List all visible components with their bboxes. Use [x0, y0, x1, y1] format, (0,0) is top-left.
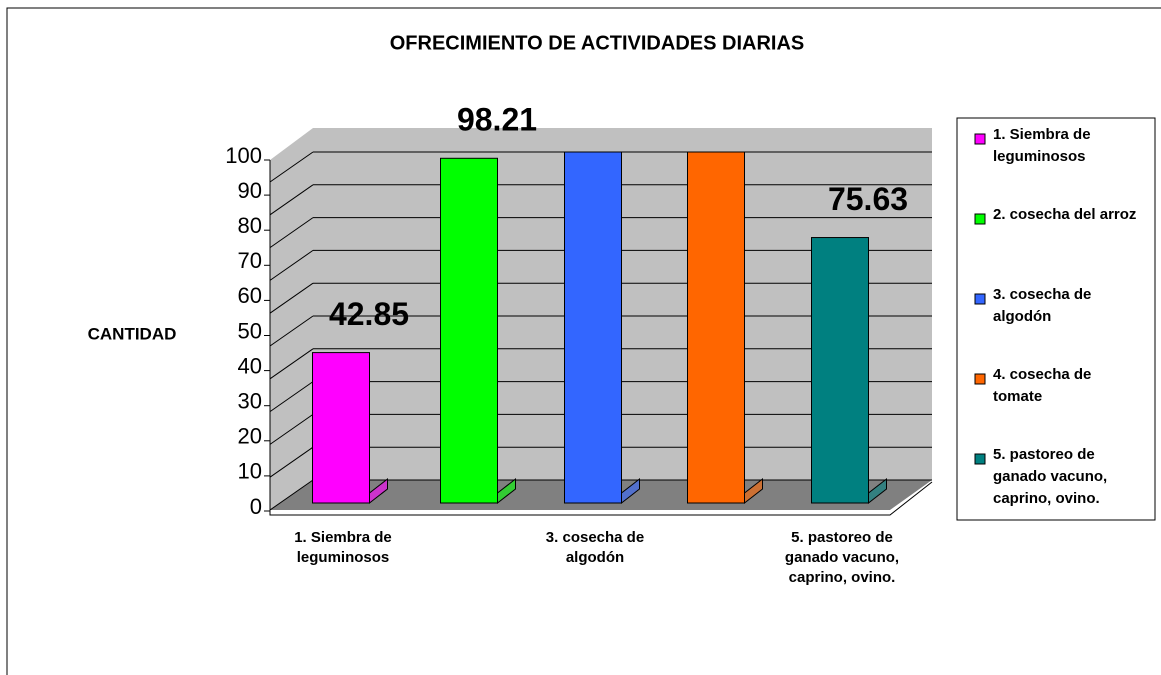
bar — [687, 151, 745, 504]
grid-line — [269, 282, 314, 314]
grid-line — [269, 315, 314, 347]
y-tick-label: 20 — [238, 424, 262, 449]
grid-line — [269, 217, 314, 249]
legend-swatch — [974, 133, 986, 145]
grid-line — [269, 151, 314, 183]
x-tick-label: 3. cosecha de algodón — [545, 529, 645, 566]
legend-swatch — [974, 373, 986, 385]
y-tick-label: 40 — [238, 353, 262, 378]
legend-swatch — [974, 453, 986, 465]
y-tick-label: 30 — [238, 389, 262, 414]
chart-title: OFRECIMIENTO DE ACTIVIDADES DIARIAS — [390, 32, 804, 54]
axes — [269, 160, 933, 516]
y-tick-label: 70 — [238, 248, 262, 273]
y-axis-label: CANTIDAD — [88, 324, 177, 343]
bar — [312, 352, 370, 504]
y-tick-label: 60 — [238, 283, 262, 308]
legend-label: 3. cosecha de algodón — [993, 286, 1092, 325]
grid-line — [269, 479, 314, 511]
grid-line — [269, 184, 314, 216]
legend-swatch — [974, 213, 986, 225]
legend-swatch — [974, 293, 986, 305]
y-tick-label: 80 — [238, 213, 262, 238]
grid-line — [269, 446, 314, 478]
data-label: 42.85 — [329, 296, 409, 332]
data-label: 98.21 — [457, 102, 537, 138]
legend-label: 5. pastoreo de ganado vacuno, caprino, o… — [993, 446, 1108, 507]
legend-label: 4. cosecha de tomate — [993, 366, 1092, 405]
bar — [440, 157, 498, 504]
grid-line — [269, 348, 314, 380]
y-tick-label: 50 — [238, 318, 262, 343]
y-tick-label: 0 — [250, 494, 262, 519]
frame — [6, 7, 1161, 675]
legend-box — [956, 117, 1156, 521]
y-tick-label: 90 — [238, 178, 262, 203]
bar — [811, 237, 869, 504]
x-tick-label: 1. Siembra de leguminosos — [294, 529, 392, 566]
bar — [564, 151, 622, 504]
grid-line — [269, 381, 314, 413]
grid-line — [269, 249, 314, 281]
legend-label: 2. cosecha del arroz — [993, 206, 1137, 223]
y-tick-label: 100 — [225, 143, 262, 168]
data-label: 75.63 — [828, 181, 908, 217]
legend-label: 1. Siembra de leguminosos — [993, 126, 1091, 165]
grid-line — [269, 413, 314, 445]
y-tick-label: 10 — [238, 459, 262, 484]
x-tick-label: 5. pastoreo de ganado vacuno, caprino, o… — [784, 529, 900, 586]
